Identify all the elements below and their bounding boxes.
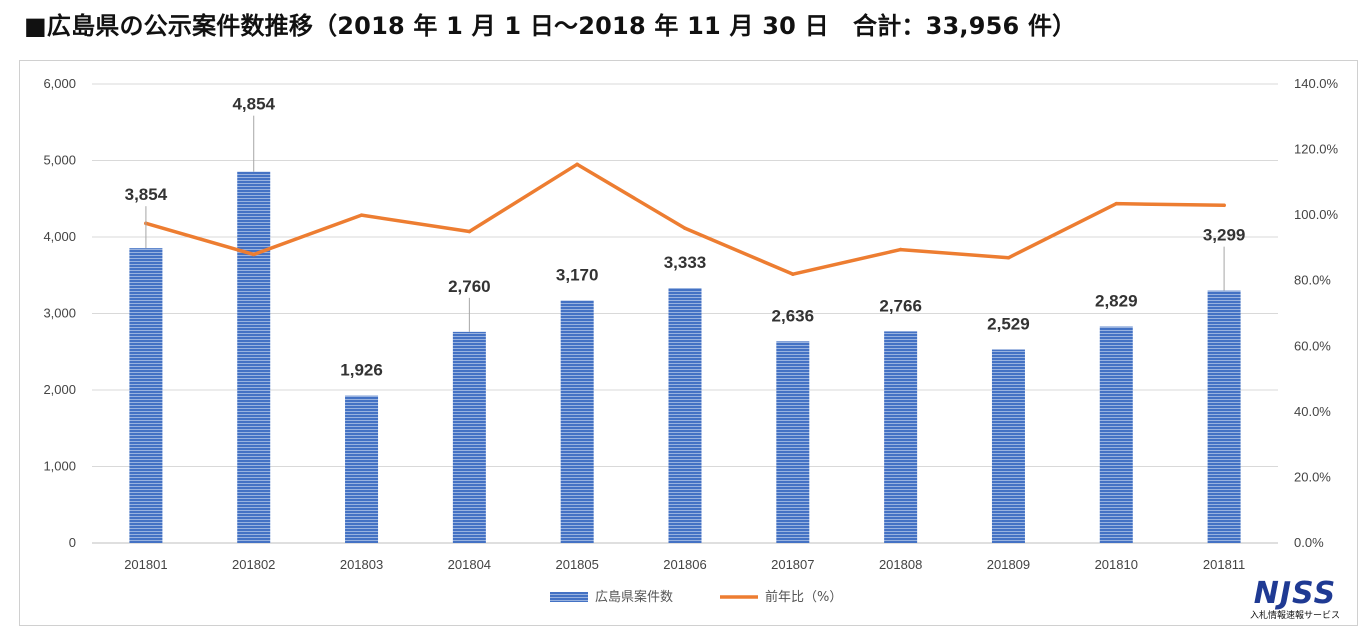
x-tick-label: 201805 — [555, 557, 598, 572]
x-tick-label: 201811 — [1203, 557, 1245, 572]
y-right-tick-label: 40.0% — [1294, 404, 1331, 419]
line-point — [683, 226, 687, 231]
y-left-tick-label: 3,000 — [43, 306, 76, 321]
y-left-tick-label: 6,000 — [43, 76, 76, 91]
y-right-tick-label: 120.0% — [1294, 142, 1339, 157]
data-label: 3,299 — [1203, 226, 1246, 245]
y-left-tick-label: 5,000 — [43, 153, 76, 168]
x-tick-label: 201803 — [340, 557, 383, 572]
data-label: 2,529 — [987, 315, 1030, 334]
data-label: 1,926 — [340, 361, 383, 380]
line-point — [1114, 201, 1119, 206]
bar — [237, 171, 271, 543]
y-right-tick-label: 140.0% — [1294, 76, 1339, 91]
line-point — [251, 252, 256, 257]
x-tick-label: 201807 — [771, 557, 814, 572]
data-label: 2,766 — [879, 296, 922, 315]
y-left-tick-label: 2,000 — [43, 382, 76, 397]
legend-swatch-bar — [550, 592, 588, 602]
data-label: 4,854 — [232, 95, 275, 114]
line-point — [1006, 255, 1011, 260]
njss-logo-text: NJSS — [1254, 576, 1336, 611]
njss-logo-subtext: 入札情報速報サービス — [1250, 609, 1340, 621]
bar — [668, 288, 702, 543]
page-title: ■広島県の公示案件数推移（2018 年 1 月 1 日〜2018 年 11 月 … — [24, 12, 1077, 40]
data-label: 3,854 — [125, 185, 168, 204]
y-left-tick-label: 0 — [69, 535, 76, 550]
data-label: 2,829 — [1095, 292, 1138, 311]
bar — [452, 331, 486, 543]
bar — [129, 248, 163, 543]
y-right-tick-label: 100.0% — [1294, 207, 1339, 222]
x-tick-label: 201810 — [1095, 557, 1138, 572]
y-right-tick-label: 0.0% — [1294, 535, 1324, 550]
line-point — [898, 247, 903, 252]
y-right-tick-label: 60.0% — [1294, 338, 1331, 353]
y-right-tick-label: 20.0% — [1294, 469, 1331, 484]
x-tick-label: 201809 — [987, 557, 1030, 572]
line-point — [1222, 203, 1226, 208]
bar — [1099, 326, 1133, 543]
bar-series — [129, 171, 1241, 543]
x-tick-label: 201801 — [124, 557, 167, 572]
bar — [776, 341, 810, 543]
combo-chart: 3,854 4,854 1,926 2,760 3,170 3,333 2,636 2,766… — [43, 76, 1340, 621]
legend-label-bar: 広島県案件数 — [595, 590, 673, 605]
line-point — [467, 229, 472, 234]
y-left-tick-label: 4,000 — [43, 229, 76, 244]
y-left-tick-label: 1,000 — [43, 459, 76, 474]
axes: 0 1,000 2,000 3,000 4,000 5,000 6,000 0.0% 20.0%… — [43, 76, 1338, 572]
bar — [345, 395, 379, 543]
x-tick-label: 201806 — [663, 557, 706, 572]
data-label: 2,760 — [448, 277, 491, 296]
line-point — [791, 272, 795, 276]
data-label: 3,170 — [556, 265, 599, 284]
line-point — [575, 162, 579, 167]
line-point — [359, 213, 364, 217]
bar — [1207, 290, 1241, 543]
chart-area: 3,854 4,854 1,926 2,760 3,170 3,333 2,636 2,766… — [19, 60, 1358, 626]
data-label: 2,636 — [772, 306, 815, 325]
x-tick-label: 201802 — [232, 557, 275, 572]
data-label: 3,333 — [664, 253, 707, 272]
data-labels: 3,854 4,854 1,926 2,760 3,170 3,333 2,636 2,766… — [125, 95, 1246, 380]
y-right-tick-label: 80.0% — [1294, 273, 1331, 288]
x-tick-label: 201804 — [448, 557, 491, 572]
x-tick-label: 201808 — [879, 557, 922, 572]
bar — [560, 300, 594, 543]
legend: 広島県案件数 前年比（%） — [550, 589, 842, 605]
legend-label-line: 前年比（%） — [765, 589, 842, 605]
bar — [991, 349, 1025, 543]
bar — [884, 331, 918, 543]
